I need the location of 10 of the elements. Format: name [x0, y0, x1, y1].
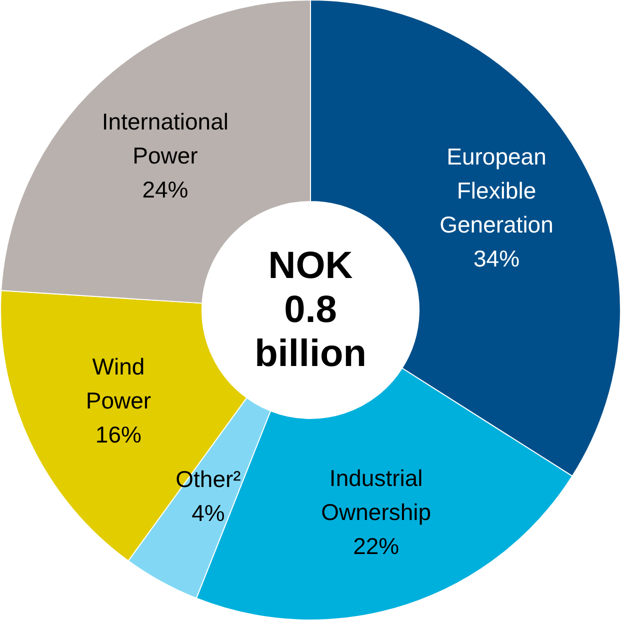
data-label: 24% [142, 176, 188, 202]
data-label: 34% [473, 246, 520, 272]
slice-label: European Flexible Generation [440, 144, 554, 238]
data-label: 4% [192, 500, 225, 526]
data-label: 22% [353, 532, 400, 559]
slice-label: International Power [102, 108, 228, 168]
slice-label: Industrial Ownership [321, 464, 432, 525]
slice-label: Wind Power [86, 353, 152, 414]
data-label: 16% [95, 421, 142, 448]
text: NOK 0.8 billion [254, 245, 366, 375]
